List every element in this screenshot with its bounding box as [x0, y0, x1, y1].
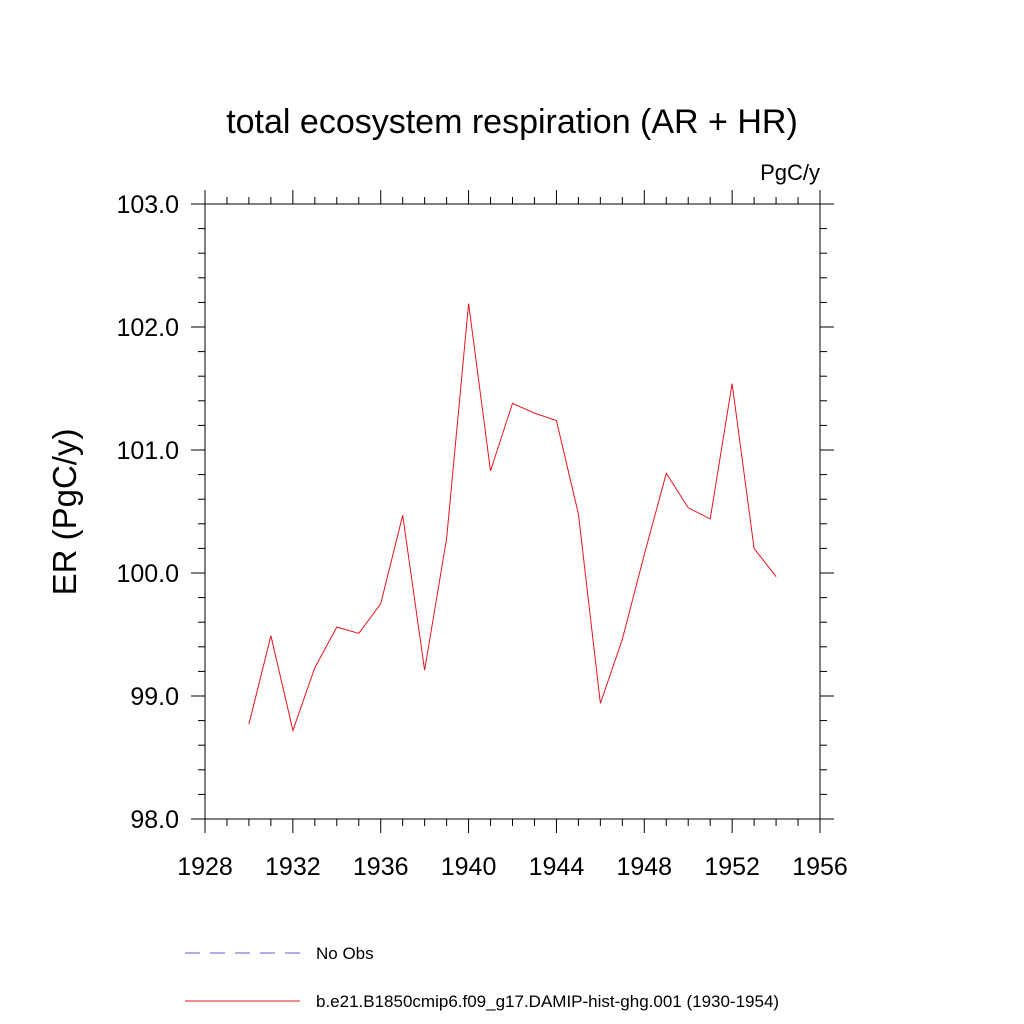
y-tick-label: 102.0	[116, 314, 179, 342]
plot-frame	[204, 203, 821, 820]
series-layer	[248, 303, 777, 733]
units-label: PgC/y	[760, 160, 820, 185]
y-tick-label: 100.0	[116, 560, 179, 588]
x-tick-label: 1940	[441, 853, 497, 881]
x-tick-label: 1936	[353, 853, 409, 881]
x-tick-label: 1928	[177, 853, 233, 881]
y-tick-labels: 98.0 99.0 100.0 101.0 102.0 103.0	[116, 191, 179, 834]
x-tick-label: 1932	[265, 853, 321, 881]
y-tick-label: 98.0	[130, 806, 179, 834]
y-tick-label: 103.0	[116, 191, 179, 219]
y-tick-label: 99.0	[130, 683, 179, 711]
series-line	[248, 303, 777, 733]
x-tick-label: 1952	[704, 853, 760, 881]
legend-label: b.e21.B1850cmip6.f09_g17.DAMIP-hist-ghg.…	[316, 992, 779, 1011]
y-tick-label: 101.0	[116, 437, 179, 465]
x-tick-label: 1948	[616, 853, 672, 881]
x-tick-label: 1956	[792, 853, 848, 881]
axis-ticks	[191, 190, 834, 833]
chart-title: total ecosystem respiration (AR + HR)	[226, 103, 798, 141]
x-tick-labels: 1928 1932 1936 1940 1944 1948 1952 1956	[177, 853, 848, 881]
legend: No Obs b.e21.B1850cmip6.f09_g17.DAMIP-his…	[185, 944, 779, 1011]
y-axis-label: ER (PgC/y)	[46, 429, 83, 596]
x-tick-label: 1944	[529, 853, 585, 881]
legend-label: No Obs	[316, 944, 374, 963]
